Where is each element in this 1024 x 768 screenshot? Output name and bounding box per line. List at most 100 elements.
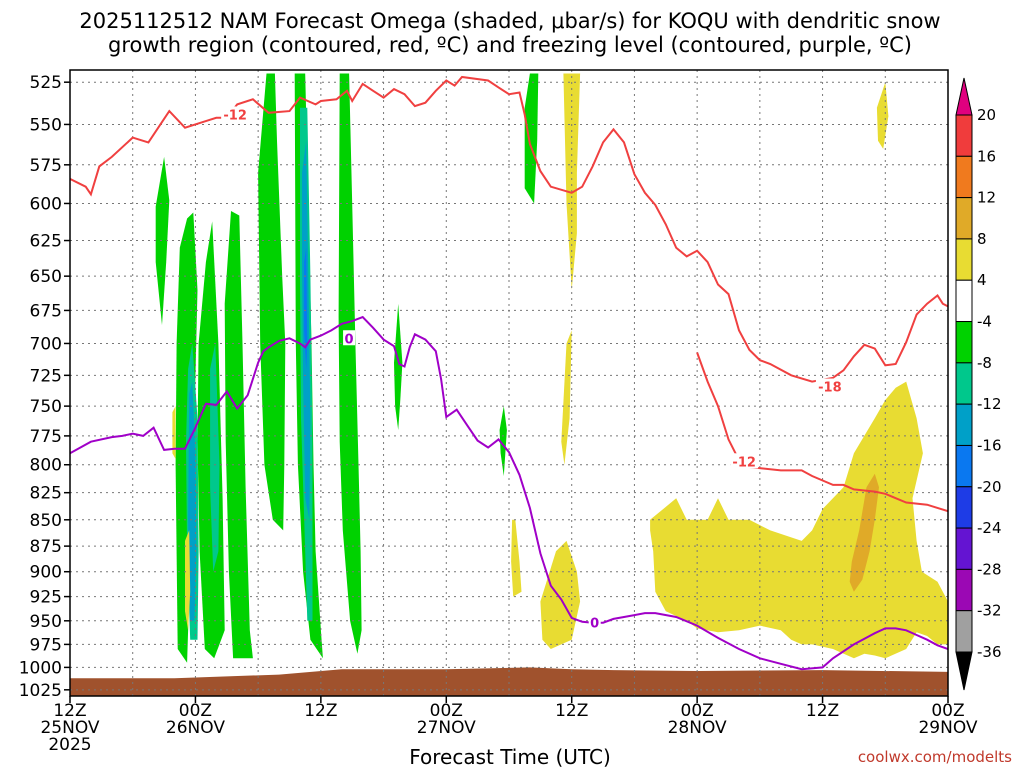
colorbar-segment-4: [955, 238, 973, 281]
omega-region-17: [185, 530, 191, 631]
omega-region-24: [849, 473, 879, 592]
contour-label-bg-3: [343, 330, 356, 346]
x-tick-label-5-0: 00Z: [681, 701, 714, 721]
colorbar-label-3: 8: [977, 230, 987, 248]
y-tick-label-15: 900: [30, 563, 62, 583]
omega-region-22: [650, 381, 948, 659]
y-tick-label-7: 700: [30, 334, 62, 354]
contour-label-bg-4: [588, 614, 601, 630]
omega-region-8: [499, 406, 507, 476]
x-tick-label-3-1: 27NOV: [417, 718, 476, 738]
chart-title-line-1: 2025112512 NAM Forecast Omega (shaded, μ…: [79, 9, 940, 33]
colorbar-label-6: -8: [977, 354, 992, 372]
y-tick-label-10: 775: [30, 427, 62, 447]
omega-region-11: [210, 343, 220, 572]
y-tick-label-14: 875: [30, 537, 62, 557]
x-tick-label-5-1: 28NOV: [668, 718, 727, 738]
omega-region-15: [304, 247, 308, 369]
terrain-layer: [70, 667, 948, 696]
y-tick-label-9: 750: [30, 397, 62, 417]
contour-label-4: 0: [590, 617, 599, 632]
colorbar-label-12: -32: [977, 602, 1002, 620]
colorbar-label-4: 4: [977, 271, 987, 289]
x-tick-label-7-0: 00Z: [931, 701, 964, 721]
terrain-fill: [70, 667, 948, 696]
colorbar-segment-3: [955, 197, 973, 240]
colorbar-segment-7: [955, 362, 973, 405]
credit-text: coolwx.com/modelts: [858, 748, 1012, 766]
x-tick-label-7-1: 29NOV: [918, 718, 977, 738]
omega-region-18: [563, 73, 581, 290]
contour-label-3: 0: [345, 332, 354, 347]
colorbar-label-7: -12: [977, 395, 1002, 413]
contour-labels: -12 -18 -12 0 0: [221, 106, 844, 632]
omega-region-7: [394, 303, 403, 430]
colorbar-label-13: -36: [977, 643, 1002, 661]
colorbar-segment-10: [955, 486, 973, 529]
y-tick-label-17: 950: [30, 612, 62, 632]
colorbar-label-11: -28: [977, 560, 1002, 578]
y-tick-label-12: 825: [30, 484, 62, 504]
x-tick-label-6-0: 12Z: [806, 701, 839, 721]
contour-line-2: [70, 315, 948, 671]
pressure-axis: 525 550 575 600 625 650 675 700 725 750 775 800 825 8…: [19, 73, 70, 701]
y-tick-label-6: 675: [30, 301, 62, 321]
omega-region-19: [561, 330, 572, 465]
x-axis-label: Forecast Time (UTC): [409, 745, 611, 768]
y-tick-label-11: 800: [30, 456, 62, 476]
omega-region-3: [224, 211, 253, 659]
x-tick-label-0-1: 25NOV: [40, 718, 99, 738]
colorbar-bottom-arrow: [955, 651, 973, 691]
omega-region-16: [172, 406, 176, 459]
contour-label-bg-2: [730, 453, 759, 469]
contour-label-bg-0: [221, 106, 250, 122]
colorbar-label-9: -20: [977, 478, 1002, 496]
omega-region-23: [876, 82, 889, 149]
y-tick-label-18: 975: [30, 635, 62, 655]
omega-region-4: [258, 73, 286, 531]
x-tick-label-4-0: 12Z: [555, 701, 588, 721]
contour-label-2: -12: [732, 455, 756, 470]
colorbar-segment-1: [955, 114, 973, 157]
y-tick-label-3: 600: [30, 194, 62, 214]
colorbar-label-10: -24: [977, 519, 1002, 537]
y-tick-label-5: 650: [30, 267, 62, 287]
omega-region-6: [338, 73, 362, 654]
contour-label-1: -18: [818, 381, 842, 396]
y-tick-label-0: 525: [30, 73, 62, 93]
colorbar-segment-5: [955, 279, 973, 323]
contour-label-0: -12: [223, 108, 247, 123]
colorbar-segment-11: [955, 527, 973, 570]
y-tick-label-2: 575: [30, 156, 62, 176]
y-tick-label-8: 725: [30, 366, 62, 386]
colorbar-segment-2: [955, 155, 973, 199]
colorbar-segment-9: [955, 444, 973, 488]
omega-region-9: [524, 73, 539, 204]
omega-region-0: [155, 156, 170, 326]
y-tick-label-4: 625: [30, 232, 62, 252]
y-tick-label-19: 1000: [19, 658, 62, 678]
omega-region-21: [540, 540, 581, 649]
omega-region-20: [511, 519, 522, 597]
omega-shading: [155, 73, 948, 663]
colorbar-label-0: 20: [977, 106, 996, 124]
contour-line-1: [696, 352, 948, 513]
plot-frame: [69, 69, 949, 697]
chart-title-line-2: growth region (contoured, red, ºC) and f…: [108, 33, 912, 57]
x-tick-label-3-0: 00Z: [430, 701, 463, 721]
x-tick-label-2-0: 12Z: [304, 701, 337, 721]
colorbar-top-arrow: [955, 77, 973, 116]
x-tick-label-0-2: 2025: [48, 735, 91, 755]
colorbar-segment-8: [955, 403, 973, 446]
y-tick-label-16: 925: [30, 588, 62, 608]
colorbar-label-8: -16: [977, 436, 1002, 454]
y-tick-label-13: 850: [30, 511, 62, 531]
colorbar: 20 16 12 8 4 -4 -8 -12 -16 -20 -24 -28 -32 -36: [955, 77, 1002, 691]
colorbar-segment-6: [955, 321, 973, 364]
omega-region-13: [188, 381, 197, 621]
colorbar-segment-13: [955, 610, 973, 653]
y-tick-label-20: 1025: [19, 681, 62, 701]
colorbar-label-1: 16: [977, 147, 996, 165]
